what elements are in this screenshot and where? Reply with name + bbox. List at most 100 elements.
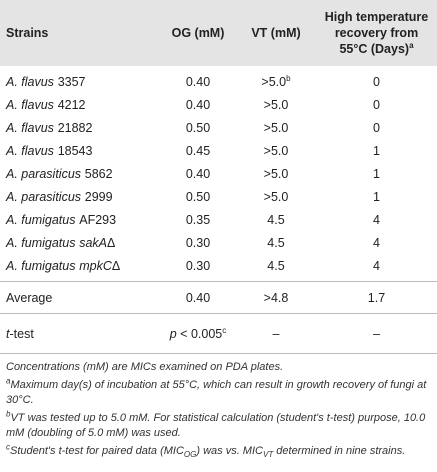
table-cell: A. fumigatus sakAΔ xyxy=(0,231,160,254)
table-cell: 0.40 xyxy=(185,74,211,89)
table-cell: 0.50 xyxy=(185,120,211,135)
table-cell: p < 0.005c xyxy=(160,313,236,354)
text-part: p xyxy=(169,326,177,341)
table-row: A. flavus 4212 0.40 >5.0 0 xyxy=(0,93,437,116)
data-table: Strains OG (mM) VT (mM) High temperature re… xyxy=(0,0,437,354)
row-group: Average 0.40 >4.8 1.7 xyxy=(0,281,437,314)
table-cell: 0 xyxy=(373,120,380,135)
table-row: Average 0.40 >4.8 1.7 xyxy=(0,281,437,314)
text-part: sakA xyxy=(79,235,108,250)
text-part: a xyxy=(6,375,11,385)
table-cell: 0.30 xyxy=(160,254,236,282)
table-cell: A. flavus 18543 xyxy=(0,139,160,162)
table-cell: 1.7 xyxy=(316,281,437,314)
text-part: c xyxy=(222,325,227,335)
text-part: t xyxy=(6,326,10,341)
table-row: A. flavus 3357 0.40 >5.0b 0 xyxy=(0,66,437,93)
text-part: A. flavus xyxy=(6,97,54,112)
table-row: A. parasiticus 5862 0.40 >5.0 1 xyxy=(0,162,437,185)
table-cell: t-test xyxy=(0,313,160,354)
table-cell: >5.0 xyxy=(263,166,289,181)
table-cell: >5.0 xyxy=(263,120,289,135)
table-cell: – xyxy=(316,313,437,354)
text-part: determined in nine strains. xyxy=(273,444,406,457)
table-row: A. fumigatus AF293 0.35 4.5 4 xyxy=(0,208,437,231)
text-part: mpkC xyxy=(79,258,112,273)
text-part: >5.0 xyxy=(261,74,287,89)
column-header: Strains xyxy=(0,0,160,66)
table-cell: 4.5 xyxy=(236,254,316,282)
table-row: A. fumigatus mpkCΔ 0.30 4.5 4 xyxy=(0,254,437,282)
text-part: Concentrations (mM) are MICs examined on… xyxy=(6,361,284,373)
text-part: 3357 xyxy=(57,74,86,89)
header-row: Strains OG (mM) VT (mM) High temperature re… xyxy=(0,0,437,66)
text-part: 18543 xyxy=(57,143,93,158)
text-part: A. parasiticus xyxy=(6,166,82,181)
table-cell: 0.45 xyxy=(185,143,211,158)
text-part: 21882 xyxy=(57,120,93,135)
footnote: Concentrations (mM) are MICs examined on… xyxy=(6,360,431,376)
table-cell: 1 xyxy=(373,166,380,181)
table-cell: 0 xyxy=(373,97,380,112)
text-part: b xyxy=(6,408,11,418)
table-cell: 0.40 xyxy=(185,166,211,181)
table-row: A. flavus 21882 0.50 >5.0 0 xyxy=(0,116,437,139)
text-part: Maximum day(s) of incubation at 55°C, wh… xyxy=(6,378,427,407)
text-part: AF293 xyxy=(79,212,117,227)
table-cell: >5.0b xyxy=(236,66,316,93)
footnotes: Concentrations (mM) are MICs examined on… xyxy=(0,354,437,459)
table-cell: 0.35 xyxy=(185,212,211,227)
text-part: 4212 xyxy=(57,97,86,112)
text-part: A. flavus xyxy=(6,74,54,89)
table-cell: 0.30 xyxy=(185,235,211,250)
text-part: < 0.005 xyxy=(176,326,223,341)
column-header: High temperature recovery from 55°C (Day… xyxy=(316,0,437,66)
table-cell: A. fumigatus AF293 xyxy=(0,208,160,231)
text-part: b xyxy=(286,73,291,83)
table-cell: Average xyxy=(0,281,160,314)
text-part: A. fumigatus xyxy=(6,212,76,227)
table-cell: 4.5 xyxy=(267,212,285,227)
table-row: t-test p < 0.005c – – xyxy=(0,313,437,354)
table-cell: 4.5 xyxy=(267,235,285,250)
table-row: A. flavus 18543 0.45 >5.0 1 xyxy=(0,139,437,162)
table-cell: A. parasiticus 5862 xyxy=(0,162,160,185)
table-cell: A. flavus 4212 xyxy=(0,93,160,116)
table-cell: 0 xyxy=(373,74,380,89)
table-cell: A. flavus 3357 xyxy=(0,66,160,93)
footnote: cStudent's t-test for paired data (MICOG… xyxy=(6,441,431,460)
table-cell: 0.40 xyxy=(160,281,236,314)
text-part: Δ xyxy=(111,258,121,273)
text-part: 5862 xyxy=(84,166,113,181)
table-cell: 4 xyxy=(316,254,437,282)
text-part: Δ xyxy=(107,235,116,250)
table-cell: >5.0 xyxy=(263,143,289,158)
table-cell: A. parasiticus 2999 xyxy=(0,185,160,208)
text-part: a xyxy=(409,40,414,50)
column-header: OG (mM) xyxy=(160,0,236,66)
text-part: A. fumigatus xyxy=(6,235,76,250)
text-part: A. flavus xyxy=(6,120,54,135)
text-part: -test xyxy=(9,326,34,341)
text-part: Student's t-test for paired data (MIC xyxy=(10,444,184,457)
footnote: bVT was tested up to 5.0 mM. For statist… xyxy=(6,408,431,442)
row-group: t-test p < 0.005c – – xyxy=(0,313,437,354)
table-cell: 1 xyxy=(373,189,380,204)
text-part: VT xyxy=(262,449,274,459)
table-cell: 1 xyxy=(373,143,380,158)
text-part: c xyxy=(6,441,10,451)
table-cell: – xyxy=(236,313,316,354)
row-group: A. flavus 3357 0.40 >5.0b 0 A. flavus 4212 0.40… xyxy=(0,66,437,282)
column-header: VT (mM) xyxy=(236,0,316,66)
table-cell: 4 xyxy=(373,235,380,250)
table-cell: A. fumigatus mpkCΔ xyxy=(0,254,160,282)
footnote: aMaximum day(s) of incubation at 55°C, w… xyxy=(6,375,431,409)
text-part: ) was vs. MIC xyxy=(196,444,263,457)
text-part: 2999 xyxy=(84,189,113,204)
text-part: VT was tested up to 5.0 mM. For statisti… xyxy=(6,411,426,440)
table-cell: 4 xyxy=(373,212,380,227)
table-cell: >4.8 xyxy=(236,281,316,314)
table-cell: >5.0 xyxy=(263,97,289,112)
table-cell: 0.50 xyxy=(185,189,211,204)
